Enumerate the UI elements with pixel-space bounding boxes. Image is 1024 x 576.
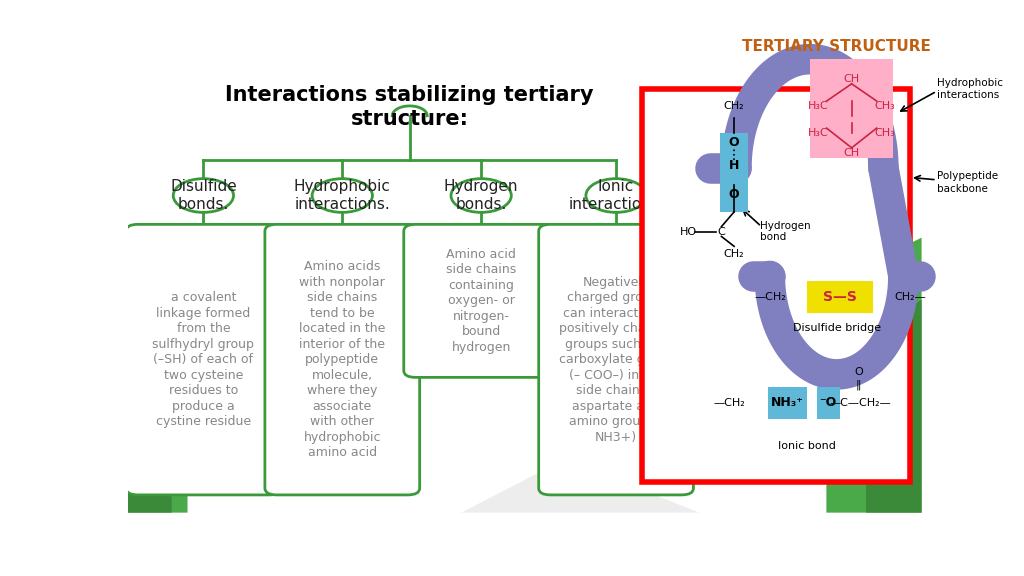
Text: Disulfide bridge: Disulfide bridge [793,323,881,332]
Text: a covalent
linkage formed
from the
sulfhydryl group
(–SH) of each of
two cystein: a covalent linkage formed from the sulfh… [153,291,254,428]
Text: CH₃: CH₃ [874,101,895,111]
Text: Disulfide
bonds.: Disulfide bonds. [170,179,237,212]
Text: ⁻O: ⁻O [819,396,837,410]
FancyBboxPatch shape [403,225,558,377]
Polygon shape [826,238,922,513]
FancyBboxPatch shape [126,224,281,495]
Text: —CH₂: —CH₂ [714,398,745,408]
Polygon shape [128,327,187,513]
FancyBboxPatch shape [768,386,807,419]
Text: HO: HO [680,226,696,237]
Circle shape [586,179,646,213]
Text: O: O [729,188,739,201]
Text: Interactions stabilizing tertiary
structure:: Interactions stabilizing tertiary struct… [225,85,594,130]
Text: Ionic bond: Ionic bond [777,441,836,451]
FancyBboxPatch shape [807,281,873,313]
Text: TERTIARY STRUCTURE: TERTIARY STRUCTURE [742,39,931,54]
Text: C: C [718,226,725,237]
Text: CH: CH [844,74,860,84]
FancyBboxPatch shape [720,133,749,212]
Text: O: O [729,137,739,149]
Polygon shape [128,353,172,513]
Text: Amino acids
with nonpolar
side chains
tend to be
located in the
interior of the
: Amino acids with nonpolar side chains te… [299,260,385,459]
Text: CH₂: CH₂ [724,249,744,259]
Text: Hydrophobic
interactions.: Hydrophobic interactions. [294,179,391,212]
Text: Amino acid
side chains
containing
oxygen- or
nitrogen-
bound
hydrogen: Amino acid side chains containing oxygen… [446,248,516,354]
Circle shape [312,179,373,213]
Text: H₃C: H₃C [808,128,828,138]
Text: Hydrophobic
interactions: Hydrophobic interactions [937,78,1002,100]
Text: Hydrogen
bonds.: Hydrogen bonds. [443,179,518,212]
Text: CH: CH [844,148,860,158]
Text: Polypeptide
backbone: Polypeptide backbone [937,171,997,194]
FancyBboxPatch shape [816,386,840,419]
Text: CH₂—: CH₂— [894,292,926,302]
Text: Negatively
charged groups
can interact with
positively charged
groups such as :
: Negatively charged groups can interact w… [558,276,674,444]
Text: H: H [729,158,739,172]
Text: NH₃⁺: NH₃⁺ [771,396,804,410]
Text: —CH₂: —CH₂ [754,292,785,302]
Text: —C—CH₂—: —C—CH₂— [829,398,891,408]
FancyBboxPatch shape [539,224,693,495]
Text: H₃C: H₃C [808,101,828,111]
FancyBboxPatch shape [265,224,420,495]
Text: CH₃: CH₃ [874,128,895,138]
Polygon shape [461,460,699,513]
Text: Ionic
interactions.: Ionic interactions. [568,179,664,212]
Circle shape [451,179,511,213]
Text: ‖: ‖ [856,380,861,391]
Text: Hydrogen
bond: Hydrogen bond [760,221,810,242]
FancyBboxPatch shape [642,89,910,482]
FancyBboxPatch shape [810,59,893,158]
Circle shape [173,179,233,213]
Polygon shape [866,300,922,513]
Text: CH₂: CH₂ [724,101,744,111]
Text: S—S: S—S [823,290,857,304]
Text: O: O [854,367,862,377]
